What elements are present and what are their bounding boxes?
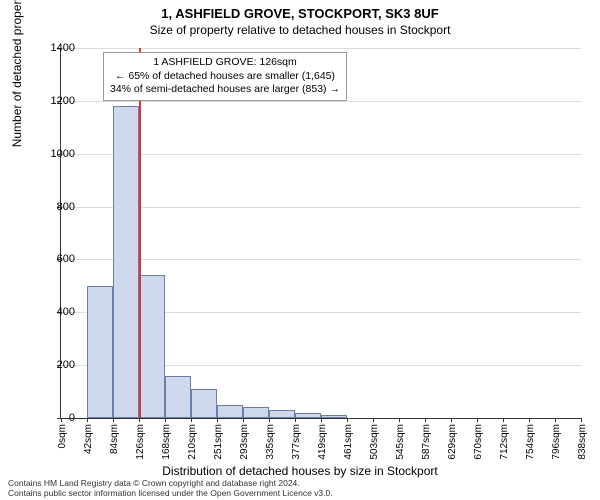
x-tick-mark [503,418,504,422]
x-tick-mark [165,418,166,422]
y-tick-label: 1000 [51,148,75,160]
histogram-bar [321,415,347,418]
x-tick-label: 377sqm [291,424,302,460]
x-tick-label: 503sqm [369,424,380,460]
x-tick-label: 754sqm [525,424,536,460]
histogram-bar [243,407,269,418]
histogram-bar [87,286,113,418]
x-tick-label: 545sqm [395,424,406,460]
x-tick-label: 168sqm [161,424,172,460]
x-tick-mark [321,418,322,422]
chart-container: 1, ASHFIELD GROVE, STOCKPORT, SK3 8UF Si… [0,0,600,500]
y-axis-label: Number of detached properties [10,0,24,147]
x-tick-mark [581,418,582,422]
x-tick-mark [555,418,556,422]
x-tick-mark [113,418,114,422]
x-tick-label: 419sqm [317,424,328,460]
x-tick-label: 293sqm [239,424,250,460]
x-tick-mark [269,418,270,422]
y-tick-label: 1200 [51,95,75,107]
x-tick-label: 461sqm [343,424,354,460]
y-tick-label: 1400 [51,42,75,54]
x-tick-mark [477,418,478,422]
x-tick-label: 42sqm [83,424,94,454]
y-tick-label: 600 [57,253,75,265]
x-axis-label: Distribution of detached houses by size … [0,464,600,478]
x-tick-mark [347,418,348,422]
x-tick-mark [139,418,140,422]
footer-line2: Contains public sector information licen… [8,489,333,499]
x-tick-mark [399,418,400,422]
y-tick-label: 200 [57,359,75,371]
chart-title-main: 1, ASHFIELD GROVE, STOCKPORT, SK3 8UF [0,0,600,21]
histogram-bar [165,376,191,418]
x-tick-mark [243,418,244,422]
x-tick-mark [217,418,218,422]
histogram-bar [295,413,321,418]
x-tick-label: 84sqm [109,424,120,454]
x-tick-mark [529,418,530,422]
marker-line [139,48,141,418]
annotation-line1: 1 ASHFIELD GROVE: 126sqm [110,56,340,70]
histogram-bar [191,389,217,418]
histogram-bar [139,275,165,418]
y-tick-label: 800 [57,201,75,213]
histogram-bar [269,410,295,418]
x-tick-mark [373,418,374,422]
x-tick-label: 335sqm [265,424,276,460]
chart-title-sub: Size of property relative to detached ho… [0,21,600,37]
x-tick-mark [61,418,62,422]
x-tick-mark [191,418,192,422]
annotation-line3: 34% of semi-detached houses are larger (… [110,83,340,97]
histogram-bar [217,405,243,418]
annotation-box: 1 ASHFIELD GROVE: 126sqm ← 65% of detach… [103,52,347,101]
plot-area: 1 ASHFIELD GROVE: 126sqm ← 65% of detach… [60,48,581,419]
x-tick-label: 670sqm [473,424,484,460]
footer: Contains HM Land Registry data © Crown c… [8,479,333,499]
x-tick-mark [87,418,88,422]
x-tick-mark [425,418,426,422]
y-tick-label: 0 [69,412,75,424]
x-tick-label: 587sqm [421,424,432,460]
y-tick-label: 400 [57,306,75,318]
x-tick-mark [451,418,452,422]
histogram-bar [113,106,139,418]
x-tick-label: 0sqm [57,424,68,448]
x-tick-label: 629sqm [447,424,458,460]
x-tick-label: 796sqm [551,424,562,460]
x-tick-label: 126sqm [135,424,146,460]
x-tick-label: 210sqm [187,424,198,460]
x-tick-label: 251sqm [213,424,224,460]
x-tick-label: 712sqm [499,424,510,460]
x-tick-label: 838sqm [577,424,588,460]
x-tick-mark [295,418,296,422]
annotation-line2: ← 65% of detached houses are smaller (1,… [110,70,340,84]
